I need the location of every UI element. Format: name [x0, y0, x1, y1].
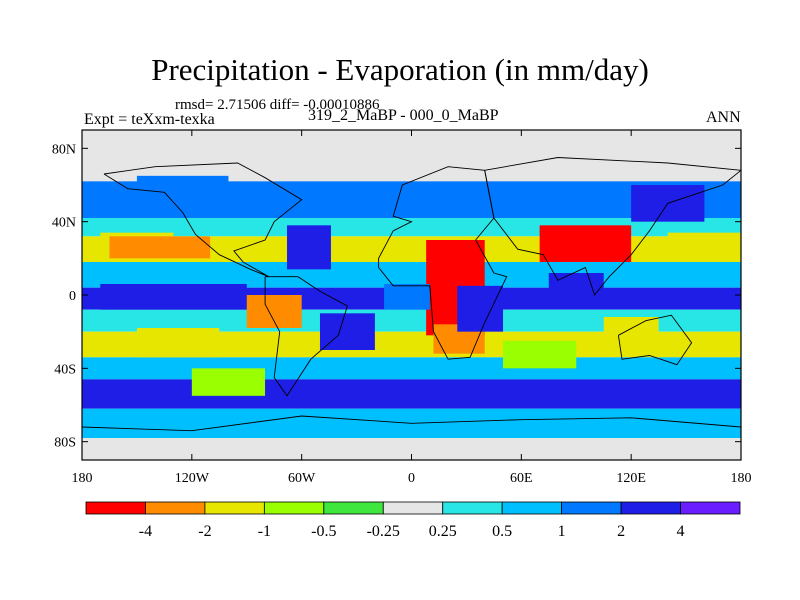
colorbar-label: 4: [677, 523, 685, 540]
field-region-15: [503, 340, 577, 369]
field-band-8: [82, 357, 741, 380]
chart-stats: rmsd= 2.71506 diff= -0.00010886: [175, 97, 380, 113]
field-region-2: [136, 328, 220, 358]
case-label: 319_2_MaBP - 000_0_MaBP: [308, 107, 499, 124]
field-band-4: [82, 262, 741, 288]
outline-africa-europe: [378, 166, 508, 360]
x-tick-label: 60E: [510, 471, 533, 486]
y-tick-label: 40S: [54, 362, 76, 377]
field-region-5: [136, 175, 229, 207]
colorbar-swatch: [263, 501, 325, 515]
colorbar-label: 0.5: [492, 523, 512, 540]
colorbar-swatch: [145, 501, 206, 515]
colorbar: -4 -2 -1 -0.5 -0.25 0.25 0.5 1 2 4: [85, 501, 741, 540]
colorbar-swatch: [561, 501, 622, 515]
x-tick-label: 60W: [288, 471, 316, 486]
colorbar-swatch: [323, 501, 384, 515]
field-region-17: [191, 368, 266, 396]
colorbar-swatch: [382, 501, 444, 515]
colorbar-label: -0.25: [367, 523, 400, 540]
colorbar-swatch: [680, 501, 741, 515]
field-band-9: [82, 379, 741, 409]
season-label: ANN: [706, 109, 741, 126]
x-tick-label: 180: [72, 471, 93, 486]
map-field: [82, 130, 741, 460]
colorbar-label: -4: [139, 523, 152, 540]
experiment-label: Expt = teXxm-texka: [84, 111, 215, 128]
outline-australia: [617, 314, 693, 366]
outline-south-america: [264, 276, 348, 397]
field-region-9: [457, 285, 504, 332]
x-tick-label: 180: [731, 471, 752, 486]
field-band-11: [82, 438, 741, 460]
y-tick-label: 80N: [52, 142, 76, 157]
x-tick-label: 0: [408, 471, 415, 486]
colorbar-label: -2: [198, 523, 211, 540]
field-region-14: [384, 284, 430, 310]
outline-north-america: [103, 162, 303, 278]
y-tick-label: 0: [69, 289, 76, 304]
chart-title: Precipitation - Evaporation (in mm/day): [151, 52, 649, 87]
outline-asia: [484, 157, 741, 296]
colorbar-swatch: [501, 501, 563, 515]
continent-outlines: [82, 157, 741, 432]
field-band-0: [82, 130, 741, 182]
y-tick-label: 40N: [52, 216, 76, 231]
colorbar-label: -1: [258, 523, 271, 540]
y-axis: 80N 40N 0 40S 80S: [52, 142, 741, 451]
colorbar-swatch: [85, 501, 146, 515]
colorbar-label: 0.25: [429, 523, 457, 540]
field-region-6: [100, 284, 247, 310]
field-region-4: [287, 225, 331, 270]
x-tick-label: 120E: [616, 471, 646, 486]
outline-antarctica: [82, 415, 741, 432]
x-axis: 180 120W 60W 0 60E 120E 180: [72, 130, 752, 486]
field-region-16: [246, 295, 302, 328]
colorbar-swatch: [620, 501, 681, 515]
field-region-10: [539, 225, 632, 262]
x-tick-label: 120W: [175, 471, 210, 486]
field-region-13: [667, 232, 741, 259]
colorbar-label: -0.5: [311, 523, 336, 540]
colorbar-swatch: [204, 501, 265, 515]
colorbar-label: 2: [617, 523, 625, 540]
field-region-11: [548, 273, 604, 303]
colorbar-label: 1: [558, 523, 566, 540]
field-region-1: [109, 236, 211, 259]
colorbar-swatch: [442, 501, 503, 515]
field-region-3: [319, 313, 375, 350]
y-tick-label: 80S: [54, 436, 76, 451]
